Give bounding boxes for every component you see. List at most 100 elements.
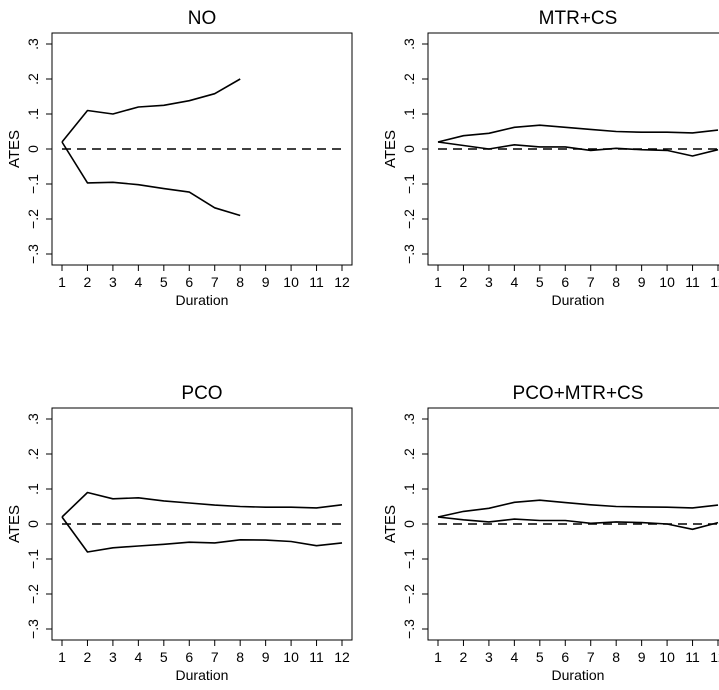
x-tick-label: 6 — [185, 274, 193, 290]
y-tick-label: −.1 — [401, 549, 417, 569]
x-tick-label: 4 — [510, 649, 518, 665]
x-tick-label: 7 — [211, 649, 219, 665]
x-tick-label: 9 — [262, 274, 270, 290]
x-tick-label: 12 — [710, 274, 719, 290]
y-tick-label: .3 — [25, 38, 41, 50]
x-tick-label: 3 — [109, 649, 117, 665]
x-tick-label: 1 — [58, 649, 66, 665]
x-tick-label: 8 — [236, 649, 244, 665]
panel-title: PCO — [181, 383, 222, 404]
y-tick-label: −.2 — [401, 209, 417, 229]
x-tick-label: 11 — [685, 274, 700, 290]
y-axis-label: ATES — [382, 130, 399, 168]
panel-1: NO1 2 3 4 5 6 7 8 9 10 11 12Duration−.3−.2−.10.1.2.… — [6, 8, 353, 308]
y-axis-label: ATES — [6, 130, 23, 168]
y-tick-label: −.2 — [401, 584, 417, 604]
panel-4: PCO+MTR+CS123456789101112Duration−.3−.2−… — [382, 383, 719, 683]
x-tick-label: 12 — [334, 649, 350, 665]
x-tick-label: 7 — [587, 274, 595, 290]
upper-bound-line — [61, 491, 343, 518]
x-tick-label: 2 — [460, 649, 468, 665]
x-tick-label: 4 — [510, 274, 518, 290]
x-tick-label: 9 — [638, 649, 646, 665]
upper-bound-line — [437, 124, 719, 143]
x-tick-label: 10 — [283, 274, 299, 290]
x-tick-label: 10 — [283, 649, 299, 665]
x-axis-label: Duration — [552, 667, 605, 683]
lower-bound-line — [437, 516, 719, 531]
y-tick-label: .2 — [401, 448, 417, 460]
y-axis-label: ATES — [6, 505, 23, 543]
x-tick-label: 1 — [434, 274, 442, 290]
y-tick-label: −.1 — [401, 174, 417, 194]
y-tick-label: 0 — [25, 145, 41, 153]
x-axis-label: Duration — [552, 292, 605, 308]
y-tick-label: .1 — [25, 483, 41, 495]
x-tick-label: 7 — [587, 649, 595, 665]
x-tick-label: 10 — [659, 649, 675, 665]
x-tick-label: 11 — [685, 649, 700, 665]
x-tick-label: 3 — [109, 274, 117, 290]
x-tick-label: 11 — [309, 274, 324, 290]
upper-bound-line — [61, 78, 241, 143]
x-tick-label: 5 — [536, 649, 544, 665]
y-tick-label: .1 — [401, 483, 417, 495]
x-tick-label: 6 — [561, 274, 569, 290]
y-tick-label: .2 — [401, 73, 417, 85]
x-tick-label: 8 — [236, 274, 244, 290]
y-tick-label: .3 — [401, 413, 417, 425]
lower-bound-line — [61, 516, 343, 553]
x-tick-label: 3 — [485, 649, 493, 665]
y-tick-label: −.3 — [25, 619, 41, 639]
x-tick-label: 3 — [485, 274, 493, 290]
y-tick-label: −.3 — [401, 244, 417, 264]
y-tick-label: .3 — [25, 413, 41, 425]
x-tick-label: 7 — [211, 274, 219, 290]
x-tick-label: 8 — [612, 274, 620, 290]
panel-title: NO — [188, 8, 217, 29]
x-tick-label: 5 — [160, 649, 168, 665]
x-axis-label: Duration — [176, 292, 229, 308]
x-tick-label: 5 — [160, 274, 168, 290]
y-tick-label: 0 — [401, 520, 417, 528]
lower-bound-line — [437, 141, 719, 157]
y-tick-label: −.2 — [25, 209, 41, 229]
y-tick-label: −.2 — [25, 584, 41, 604]
panel-title: PCO+MTR+CS — [513, 383, 644, 404]
x-tick-label: 8 — [612, 649, 620, 665]
x-tick-label: 6 — [185, 649, 193, 665]
x-tick-label: 1 — [434, 649, 442, 665]
x-tick-label: 2 — [84, 274, 92, 290]
y-tick-label: 0 — [25, 520, 41, 528]
x-tick-label: 5 — [536, 274, 544, 290]
y-tick-label: .1 — [401, 108, 417, 120]
lower-bound-line — [61, 141, 241, 217]
y-tick-label: 0 — [401, 145, 417, 153]
panel-2: MTR+CS123456789101112Duration−.3−.2−.10.… — [382, 8, 719, 308]
x-tick-label: 9 — [638, 274, 646, 290]
y-tick-label: −.1 — [25, 174, 41, 194]
y-tick-label: .2 — [25, 73, 41, 85]
y-tick-label: .1 — [25, 108, 41, 120]
x-tick-label: 12 — [334, 274, 350, 290]
x-tick-label: 10 — [659, 274, 675, 290]
x-tick-label: 9 — [262, 649, 270, 665]
x-tick-label: 6 — [561, 649, 569, 665]
x-tick-label: 11 — [309, 649, 324, 665]
x-tick-label: 2 — [84, 649, 92, 665]
x-tick-label: 4 — [134, 274, 142, 290]
x-tick-label: 2 — [460, 274, 468, 290]
y-tick-label: −.3 — [401, 619, 417, 639]
y-axis-label: ATES — [382, 505, 399, 543]
x-tick-label: 4 — [134, 649, 142, 665]
x-axis-label: Duration — [176, 667, 229, 683]
y-tick-label: .3 — [401, 38, 417, 50]
y-tick-label: −.3 — [25, 244, 41, 264]
panel-title: MTR+CS — [539, 8, 618, 29]
x-tick-label: 12 — [710, 649, 719, 665]
x-tick-label: 1 — [58, 274, 66, 290]
y-tick-label: −.1 — [25, 549, 41, 569]
y-tick-label: .2 — [25, 448, 41, 460]
